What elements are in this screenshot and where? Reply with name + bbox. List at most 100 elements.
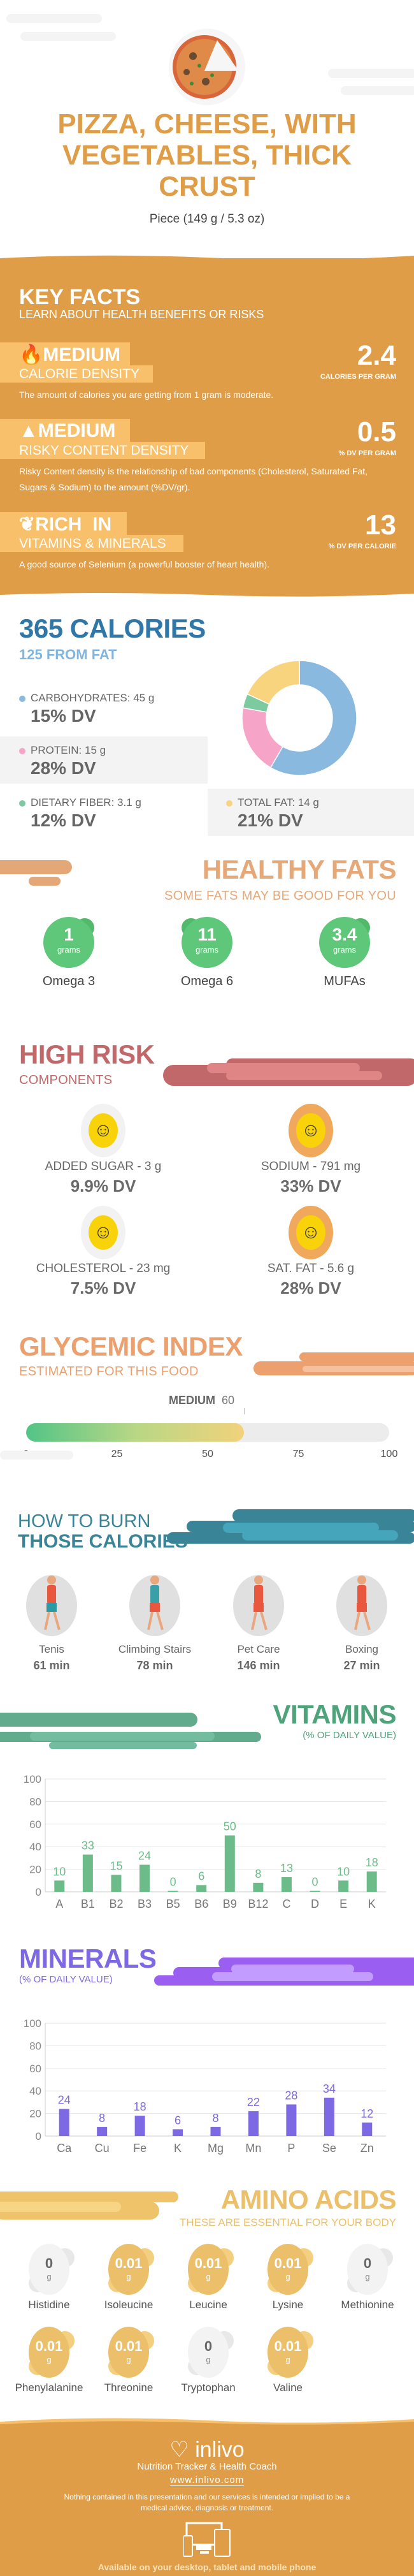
risky-density-label: RISKY CONTENT DENSITY: [19, 443, 189, 458]
fat-value: 11: [197, 925, 217, 944]
bar: [139, 1864, 150, 1892]
fact-highlight: [0, 365, 153, 383]
fat-badge: 11 grams: [182, 917, 232, 968]
amino-badge: 0.01 g: [188, 2244, 229, 2295]
healthy-fats-title: HEALTHY FATS: [202, 854, 397, 884]
risk-label: SAT. FAT - 5.6 g: [267, 1262, 355, 1275]
fact-highlight: [0, 535, 183, 552]
risky-density-value: 0.5: [357, 416, 396, 448]
amino-value: 0: [363, 2255, 372, 2271]
high-risk-title: HIGH RISK: [19, 1039, 155, 1069]
footer-tagline: Nutrition Tracker & Health Coach: [137, 2461, 277, 2472]
amino-label: Isoleucine: [104, 2299, 153, 2311]
burn-title-bold: THOSE CALORIES: [18, 1531, 188, 1552]
bar: [54, 1880, 65, 1892]
amino-label: Leucine: [189, 2299, 227, 2311]
fat-label: Omega 6: [180, 974, 234, 988]
x-tick-label: D: [311, 1898, 319, 1910]
y-tick-label: 20: [29, 1864, 41, 1876]
bar-value-label: 34: [323, 2082, 336, 2095]
macro-dv: 28% DV: [31, 758, 96, 778]
amino-unit: g: [206, 2355, 211, 2364]
bar-value-label: 50: [224, 1820, 236, 1833]
decorative-bar: [303, 1366, 414, 1372]
bar: [111, 1875, 122, 1892]
y-tick-label: 0: [36, 1886, 41, 1898]
bar: [248, 2111, 259, 2136]
x-tick-label: B5: [166, 1898, 180, 1910]
macro-dv: 15% DV: [31, 706, 96, 726]
x-tick-label: Fe: [133, 2142, 146, 2155]
decorative-bar: [29, 877, 61, 886]
background-decoration: [328, 69, 414, 78]
footer: ♡ inlivo Nutrition Tracker & Health Coac…: [0, 2418, 414, 2576]
bar: [173, 2129, 183, 2136]
risky-density-unit: % DV PER GRAM: [338, 450, 396, 457]
risk-label: CHOLESTEROL - 23 mg: [36, 1262, 171, 1275]
amino-value: 0.01: [35, 2338, 63, 2354]
macro-name: CARBOHYDRATES: 45 g: [31, 692, 155, 704]
x-tick-label: Cu: [95, 2142, 110, 2155]
bar: [310, 1891, 320, 1892]
x-tick-label: B3: [138, 1898, 152, 1910]
x-tick-label: Mg: [208, 2142, 224, 2155]
x-tick-label: C: [282, 1898, 290, 1910]
boxer-icon: [354, 1576, 371, 1630]
macro-label: TOTAL FAT: 14 g: [226, 796, 319, 809]
title-line: PIZZA, CHEESE, WITH: [57, 108, 357, 140]
bar: [196, 1885, 207, 1892]
minerals-bar-chart: 0 20 40 60 80 100 24 Ca 8 Cu 18 Fe 6 K 8 Mg 22 Mn 28 P 34 Se 1…: [24, 2017, 386, 2155]
risk-label: ADDED SUGAR - 3 g: [45, 1160, 162, 1173]
glycemic-tick-label: 100: [380, 1449, 398, 1460]
fact-highlight: [0, 342, 130, 365]
bar: [59, 2109, 69, 2136]
bar: [281, 1877, 292, 1892]
serving-size: Piece (149 g / 5.3 oz): [149, 212, 265, 226]
bar-value-label: 18: [366, 1856, 378, 1869]
macro-label: CARBOHYDRATES: 45 g: [19, 692, 154, 705]
activity-duration: 61 min: [33, 1659, 70, 1672]
amino-title: AMINO ACIDS: [220, 2184, 397, 2214]
bar-value-label: 12: [360, 2107, 373, 2120]
bar: [362, 2122, 373, 2136]
decorative-bar: [0, 1451, 73, 1460]
dog-walking-icon: [251, 1576, 268, 1630]
smiley-face: ☺: [89, 1113, 118, 1148]
wave-divider: [0, 255, 414, 262]
x-tick-label: K: [368, 1898, 376, 1910]
amino-value: 0.01: [274, 2255, 302, 2271]
bar: [168, 1891, 178, 1892]
amino-value: 0.01: [115, 2338, 143, 2354]
key-facts-title: KEY FACTS: [19, 285, 141, 309]
decorative-bar: [232, 1509, 414, 1522]
smiley-icon: ☺: [289, 1206, 333, 1259]
macro-row-bg: [0, 736, 208, 784]
bar: [210, 2126, 221, 2136]
amino-label: Phenylalanine: [15, 2382, 83, 2394]
key-facts-subtitle: LEARN ABOUT HEALTH BENEFITS OR RISKS: [19, 308, 264, 321]
amino-unit: g: [285, 2355, 290, 2364]
amino-badge: 0.01 g: [108, 2327, 149, 2378]
bar: [97, 2126, 108, 2136]
vitamins-subtitle: (% OF DAILY VALUE): [303, 1730, 396, 1741]
heart-leaf-icon: ♡: [169, 2438, 189, 2462]
bar: [338, 1880, 349, 1892]
legend-dot: [19, 747, 25, 754]
rich-in-unit: % DV PER CALORIE: [328, 543, 396, 550]
fat-label: MUFAs: [324, 974, 366, 988]
website-link[interactable]: www.inlivo.com: [169, 2475, 245, 2486]
macro-label: PROTEIN: 15 g: [19, 744, 106, 757]
calorie-density-label: CALORIE DENSITY: [19, 367, 140, 381]
x-tick-label: Mn: [245, 2142, 261, 2155]
amino-badge: 0.01 g: [268, 2244, 308, 2295]
calorie-density-unit: CALORIES PER GRAM: [320, 373, 396, 381]
glycemic-bar-fill: [26, 1423, 244, 1442]
healthy-fats-subtitle: SOME FATS MAY BE GOOD FOR YOU: [164, 889, 396, 903]
calories-title: 365 CALORIES: [19, 613, 206, 643]
risk-label: SODIUM - 791 mg: [261, 1160, 361, 1173]
tennis-player-icon: [44, 1576, 61, 1630]
amino-label: Methionine: [341, 2299, 394, 2311]
amino-unit: g: [126, 2272, 131, 2281]
decorative-bar: [0, 1713, 197, 1727]
